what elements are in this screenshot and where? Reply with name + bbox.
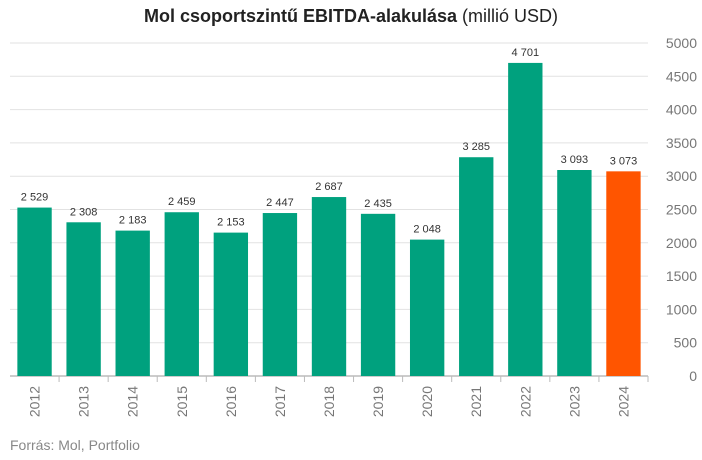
x-tick-label-2012: 2012	[27, 386, 43, 417]
bar-2022	[508, 62, 543, 377]
y-tick-label: 500	[674, 335, 698, 351]
x-tick-label-2019: 2019	[370, 386, 386, 417]
data-labels: 2 529 2 308 2 183 2 459 2 153 2 447 2 687 2 435…	[21, 47, 637, 236]
chart-title-unit: (millió USD)	[462, 6, 559, 26]
data-label-2014: 2 183	[119, 215, 147, 227]
data-label-2022: 4 701	[512, 47, 540, 59]
y-tick-label: 3500	[666, 135, 697, 151]
y-tick-label: 3000	[666, 168, 697, 184]
y-tick-label: 1500	[666, 268, 697, 284]
x-axis: 2012 2013 2014 2015 2016 2017 2018 2019 2020 2021…	[27, 376, 649, 417]
x-tick-label-2016: 2016	[223, 386, 239, 417]
source-note: Forrás: Mol, Portfolio	[10, 437, 140, 453]
bar-2018	[311, 197, 347, 376]
data-label-2020: 2 048	[413, 224, 441, 236]
bar-2019	[360, 213, 396, 376]
data-label-2016: 2 153	[217, 217, 245, 229]
y-axis: 0 500 1000 1500 2000 2500 3000 3500 4000 4500 5000	[666, 35, 697, 384]
y-tick-label: 2000	[666, 235, 697, 251]
y-tick-label: 5000	[666, 35, 697, 51]
bar-2017	[262, 213, 298, 376]
x-tick-label-2013: 2013	[76, 386, 92, 417]
data-label-2021: 3 285	[462, 141, 490, 153]
data-label-2024: 3 073	[610, 155, 638, 167]
y-tick-label: 0	[689, 368, 697, 384]
data-label-2013: 2 308	[70, 206, 98, 218]
data-label-2019: 2 435	[364, 198, 392, 210]
x-tick-label-2018: 2018	[321, 386, 337, 417]
bar-2020	[409, 239, 445, 376]
x-tick-label-2020: 2020	[419, 386, 435, 417]
chart-title-main: Mol csoportszintű EBITDA-alakulása	[143, 6, 458, 26]
x-tick-label-2021: 2021	[468, 386, 484, 417]
bar-2023	[557, 170, 592, 376]
data-label-2023: 3 093	[561, 154, 589, 166]
y-tick-label: 4000	[666, 102, 697, 118]
x-tick-label-2022: 2022	[517, 386, 533, 417]
bar-2021	[459, 157, 494, 376]
bars	[17, 62, 641, 377]
data-label-2015: 2 459	[168, 196, 196, 208]
bar-2013	[66, 222, 101, 376]
bar-2012	[17, 207, 52, 376]
y-tick-label: 2500	[666, 202, 697, 218]
y-tick-label: 1000	[666, 301, 697, 317]
x-tick-label-2015: 2015	[174, 386, 190, 417]
data-label-2018: 2 687	[315, 181, 343, 193]
x-tick-label-2017: 2017	[272, 386, 288, 417]
bar-2014	[115, 230, 150, 376]
x-tick-label-2014: 2014	[125, 386, 141, 417]
data-label-2017: 2 447	[266, 197, 294, 209]
y-tick-label: 4500	[666, 68, 697, 84]
bar-2015	[164, 212, 199, 376]
chart-title: Mol csoportszintű EBITDA-alakulása (mill…	[0, 6, 702, 27]
bar-2016	[213, 232, 249, 376]
data-label-2012: 2 529	[21, 192, 49, 204]
x-tick-label-2023: 2023	[566, 386, 582, 417]
x-tick-label-2024: 2024	[615, 386, 631, 417]
bar-2024	[606, 171, 641, 376]
